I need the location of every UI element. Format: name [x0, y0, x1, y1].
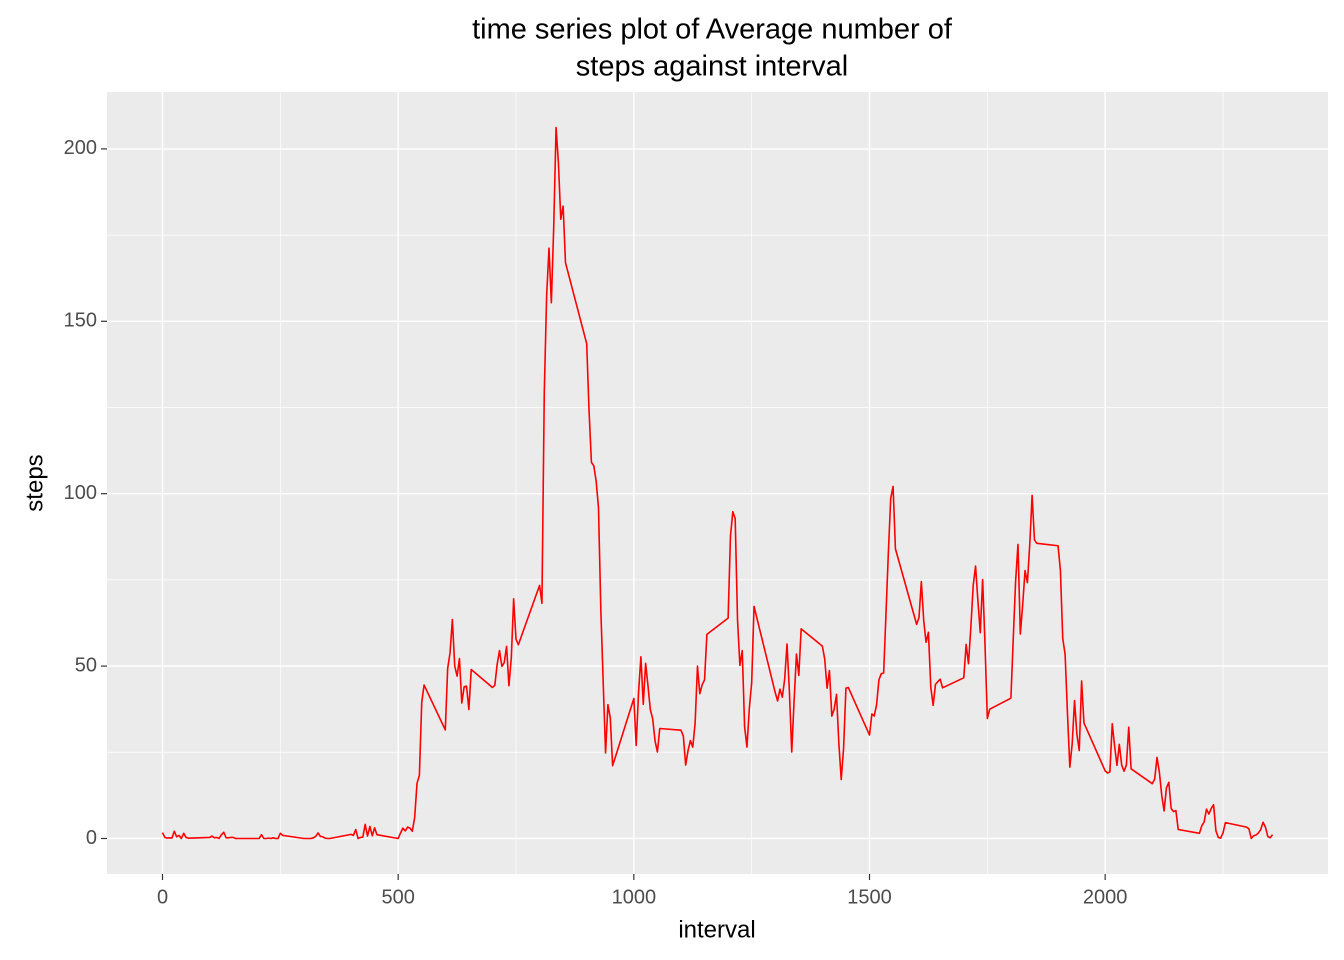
y-tick-label: 50 [75, 654, 97, 676]
y-axis-title: steps [21, 454, 48, 511]
x-tick-label: 2000 [1083, 886, 1128, 908]
chart-title: time series plot of Average number of [472, 14, 953, 46]
y-tick-label: 100 [64, 482, 97, 504]
y-tick-label: 0 [86, 827, 97, 849]
y-tick-label: 200 [64, 137, 97, 159]
chart-title: steps against interval [576, 51, 848, 83]
x-tick-label: 500 [381, 886, 414, 908]
plot-panel [107, 92, 1328, 874]
x-tick-label: 1000 [612, 886, 657, 908]
data-line [161, 126, 1274, 840]
x-tick-label: 0 [157, 886, 168, 908]
x-axis-title: interval [678, 916, 755, 943]
x-tick-label: 1500 [847, 886, 892, 908]
y-tick-label: 150 [64, 310, 97, 332]
